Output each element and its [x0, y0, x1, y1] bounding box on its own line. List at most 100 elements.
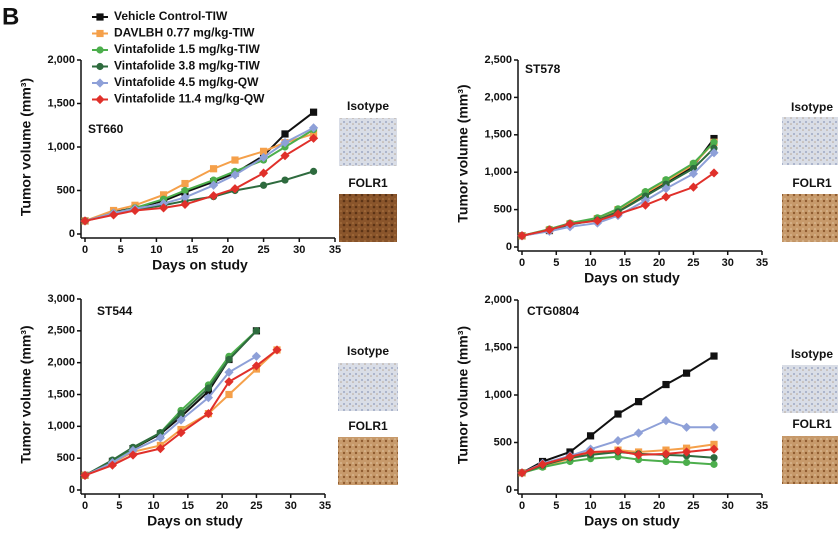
point — [634, 456, 643, 464]
point — [281, 176, 289, 184]
ihc-label: FOLR1 — [348, 176, 388, 190]
point — [224, 367, 234, 377]
point — [661, 416, 671, 426]
x-tick-label: 15 — [619, 500, 631, 512]
point — [259, 147, 268, 155]
ihc-image — [338, 437, 398, 485]
point — [96, 62, 104, 71]
point — [176, 428, 186, 438]
y-tick-label: 1,500 — [47, 97, 75, 109]
x-tick-label: 15 — [619, 257, 631, 269]
point — [634, 398, 643, 406]
x-tick-label: 25 — [257, 244, 269, 256]
point — [661, 449, 671, 459]
x-tick-label: 20 — [653, 500, 665, 512]
y-tick-label: 1,000 — [484, 166, 512, 178]
ihc-label: Isotype — [791, 347, 833, 361]
y-tick-label: 0 — [69, 228, 75, 240]
point — [224, 377, 234, 387]
point — [710, 138, 718, 146]
ihc-label: FOLR1 — [792, 176, 832, 190]
y-tick-label: 2,000 — [484, 91, 512, 103]
x-tick-label: 0 — [519, 257, 525, 269]
ihc-label: Isotype — [347, 344, 389, 358]
point — [710, 352, 718, 360]
point — [544, 225, 555, 235]
chart-title: ST660 — [88, 122, 124, 136]
series-line — [521, 137, 715, 237]
x-tick-label: 5 — [553, 500, 559, 512]
y-tick-label: 2,000 — [484, 294, 512, 306]
point — [517, 231, 527, 241]
point — [709, 148, 719, 158]
point — [689, 164, 698, 173]
point — [96, 29, 104, 38]
x-axis-label: Days on study — [584, 513, 680, 529]
ihc-image — [782, 194, 838, 242]
series-line — [84, 132, 314, 222]
x-tick-label: 15 — [186, 244, 198, 256]
y-tick-label: 0 — [69, 484, 75, 496]
point — [710, 454, 718, 462]
y-axis-label: Tumor volume (mm³) — [18, 78, 34, 216]
point — [251, 361, 262, 371]
ihc-label: FOLR1 — [792, 417, 832, 431]
x-tick-label: 5 — [118, 244, 124, 256]
series-line — [84, 137, 315, 222]
x-tick-label: 10 — [150, 244, 162, 256]
point — [204, 384, 213, 392]
point — [225, 355, 233, 364]
y-tick-label: 500 — [494, 436, 512, 448]
point — [225, 390, 233, 399]
y-tick-label: 2,000 — [47, 357, 75, 369]
x-tick-label: 0 — [82, 244, 88, 256]
y-tick-label: 500 — [57, 452, 75, 464]
point — [308, 123, 319, 133]
x-tick-label: 20 — [222, 244, 234, 256]
y-tick-label: 1,000 — [484, 389, 512, 401]
point — [614, 410, 622, 418]
point — [662, 380, 670, 389]
point — [308, 133, 319, 143]
point — [181, 186, 189, 195]
x-tick-label: 10 — [147, 500, 159, 512]
legend-label: Vintafolide 3.8 mg/kg-TIW — [114, 59, 260, 73]
point — [613, 436, 623, 446]
y-tick-label: 0 — [506, 241, 512, 253]
point — [180, 192, 190, 203]
point — [177, 410, 185, 418]
x-axis-label: Days on study — [152, 257, 248, 273]
point — [272, 345, 282, 355]
point — [517, 468, 527, 478]
point — [309, 108, 318, 116]
point — [252, 327, 261, 335]
point — [710, 134, 718, 143]
y-tick-label: 1,000 — [47, 141, 75, 153]
point — [565, 452, 575, 462]
legend-label: Vehicle Control-TIW — [114, 9, 228, 23]
x-tick-label: 20 — [653, 257, 665, 269]
point — [96, 13, 104, 21]
ihc-image — [782, 436, 838, 484]
point — [258, 152, 269, 163]
point — [158, 203, 169, 213]
point — [156, 429, 165, 437]
point — [682, 369, 691, 377]
ihc-label: Isotype — [347, 99, 389, 113]
point — [180, 199, 190, 210]
series-line — [521, 147, 715, 237]
y-tick-label: 500 — [494, 204, 512, 216]
x-tick-label: 30 — [285, 500, 297, 512]
point — [128, 450, 138, 460]
point — [80, 216, 90, 226]
point — [251, 351, 262, 361]
point — [231, 156, 239, 164]
x-tick-label: 35 — [329, 244, 341, 256]
point — [662, 457, 670, 466]
point — [709, 422, 719, 432]
x-tick-label: 20 — [216, 500, 228, 512]
y-tick-label: 3,000 — [47, 293, 75, 305]
ihc-image — [338, 363, 398, 411]
point — [681, 447, 692, 457]
point — [209, 165, 218, 173]
